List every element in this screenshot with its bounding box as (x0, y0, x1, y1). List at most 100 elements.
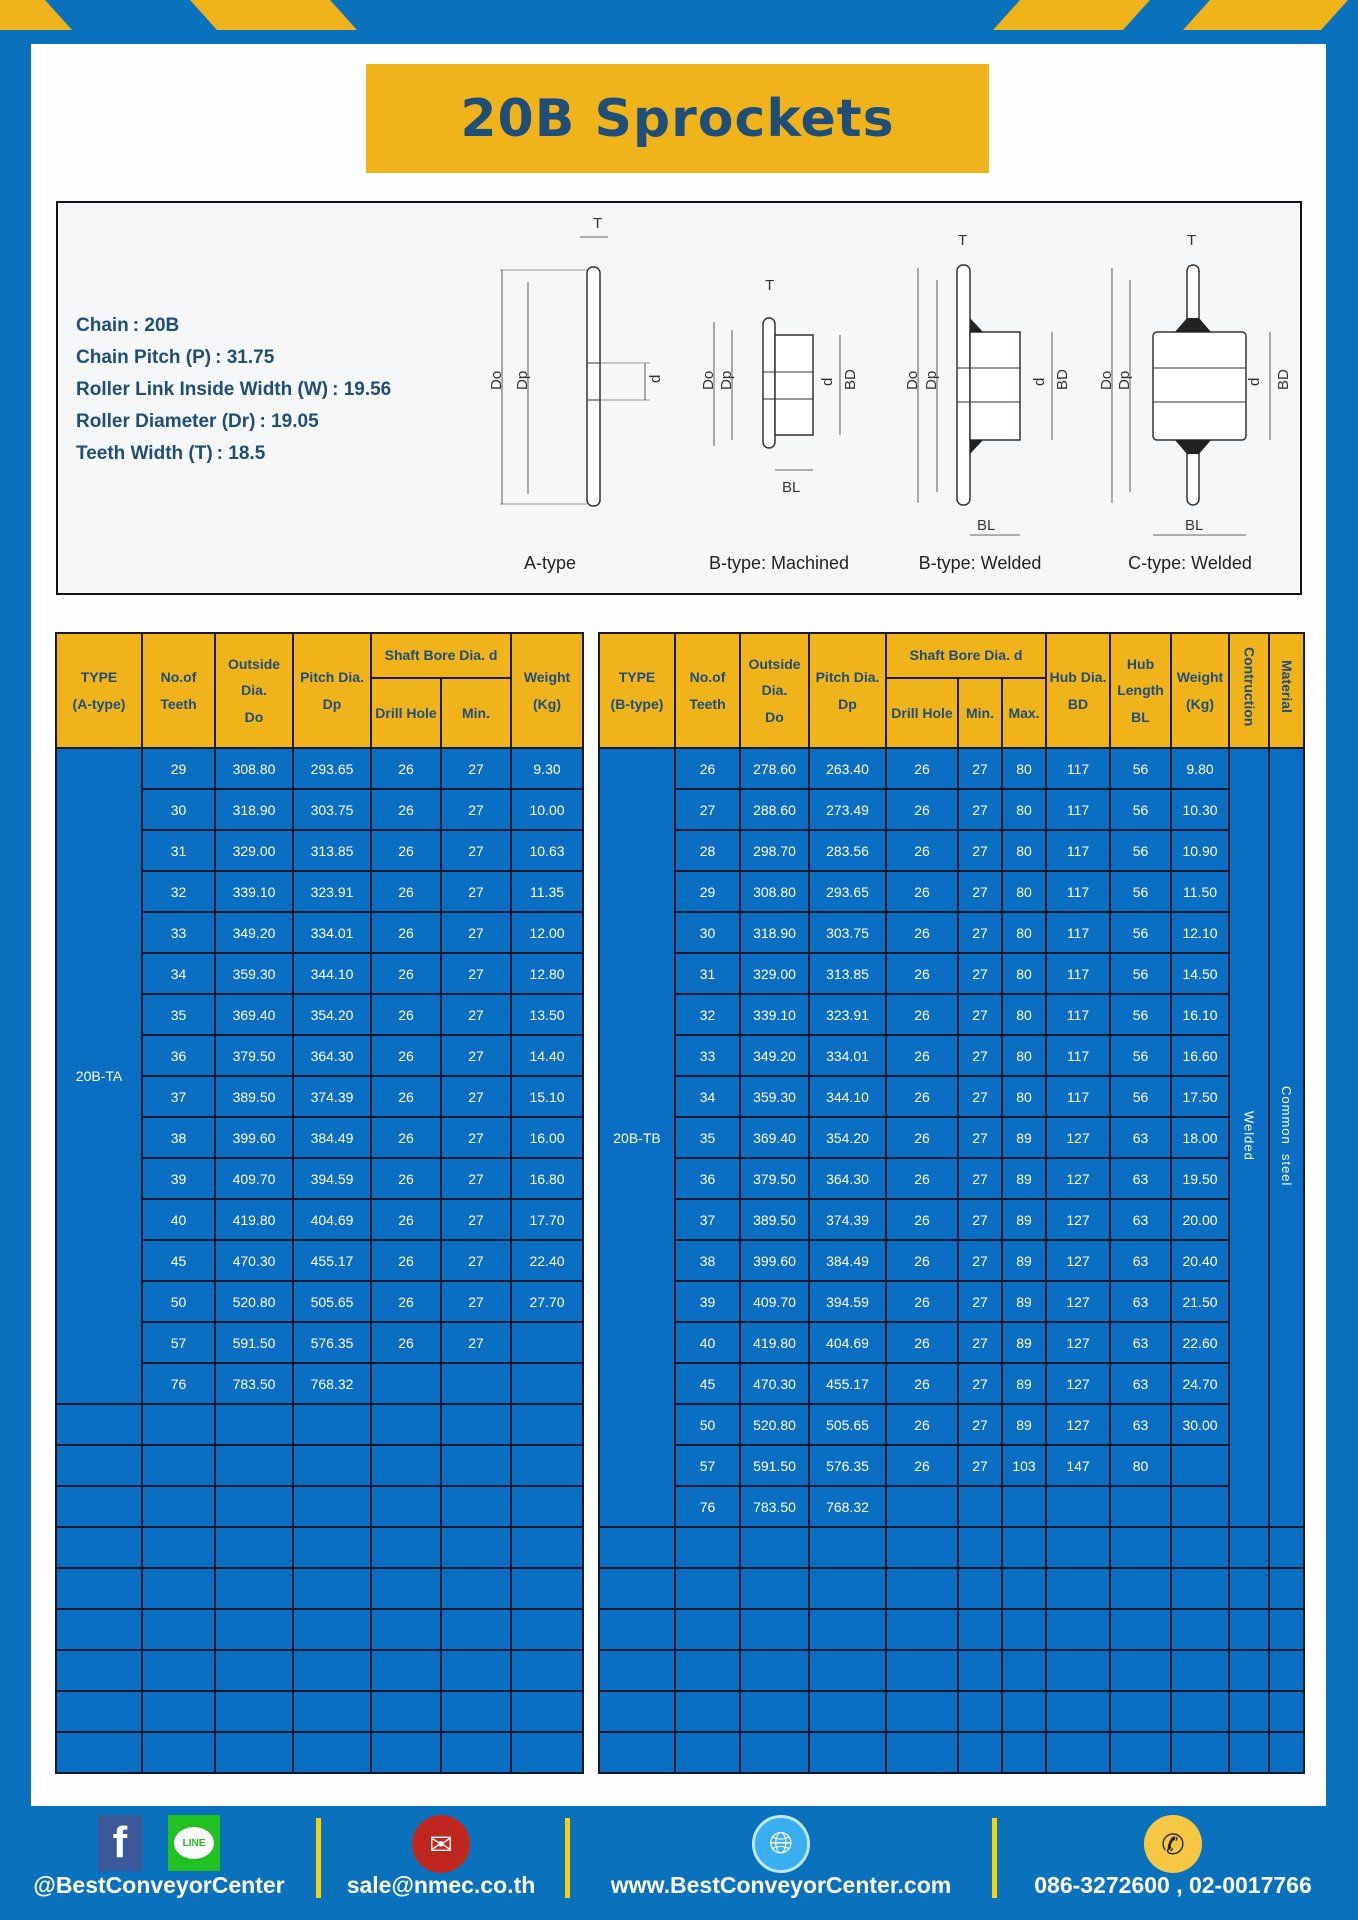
table-cell: 394.59 (808, 1280, 887, 1323)
table-cell (1045, 1690, 1112, 1733)
empty-cell (55, 1649, 143, 1692)
table-cell (1170, 1526, 1231, 1569)
table-cell: 455.17 (808, 1362, 887, 1405)
table-cell (739, 1731, 810, 1774)
divider (565, 1818, 570, 1898)
table-cell: 39 (141, 1157, 216, 1200)
table-cell: 27 (957, 747, 1003, 790)
globe-icon[interactable]: 🌐︎ (752, 1815, 810, 1873)
line-icon[interactable]: LINE (168, 1815, 220, 1871)
email-link[interactable]: sale@nmec.co.th (346, 1872, 536, 1898)
table-cell: 31 (674, 952, 741, 995)
table-cell (808, 1690, 887, 1733)
table-cell: 15.10 (510, 1075, 585, 1118)
table-cell (214, 1403, 294, 1446)
chain-specs: Chain: 20B Chain Pitch (P): 31.75 Roller… (76, 310, 391, 470)
table-cell (739, 1526, 810, 1569)
header-teeth: No.of Teeth (674, 632, 741, 749)
table-cell (1000, 1690, 1048, 1733)
table-cell: 26 (885, 911, 959, 954)
table-cell: 27 (957, 788, 1003, 831)
table-cell (214, 1731, 294, 1774)
divider (992, 1818, 997, 1898)
table-cell (510, 1526, 585, 1569)
social-handle[interactable]: @BestConveyorCenter (33, 1872, 285, 1898)
page-title: 20B Sprockets (460, 88, 895, 149)
phone-numbers[interactable]: 086-3272600 , 02-0017766 (1034, 1872, 1312, 1898)
header-weight: Weight (Kg) (510, 632, 585, 749)
caption-b-type-machined: B-type: Machined (708, 553, 850, 573)
table-cell: 263.40 (808, 747, 887, 790)
table-cell: 505.65 (808, 1403, 887, 1446)
table-cell (439, 1608, 513, 1651)
website-link[interactable]: www.BestConveyorCenter.com (610, 1872, 952, 1898)
table-cell (292, 1567, 372, 1610)
empty-cell (1268, 1608, 1306, 1651)
table-cell (292, 1608, 372, 1651)
table-cell: 384.49 (292, 1116, 372, 1159)
table-cell: 45 (674, 1362, 741, 1405)
table-cell: 379.50 (214, 1034, 294, 1077)
email-icon[interactable]: ✉ (412, 1815, 470, 1873)
table-cell: 56 (1109, 870, 1173, 913)
table-cell: 117 (1045, 952, 1112, 995)
table-cell: 339.10 (214, 870, 294, 913)
sprocket-diagram-panel (56, 201, 1302, 595)
table-cell (674, 1608, 741, 1651)
facebook-icon[interactable]: f (98, 1815, 142, 1871)
table-cell (674, 1526, 741, 1569)
table-cell: 80 (1109, 1444, 1173, 1487)
table-cell: 76 (674, 1485, 741, 1528)
table-cell: 26 (370, 993, 442, 1036)
table-cell: 127 (1045, 1403, 1112, 1446)
header-pitch-dia: Pitch Dia. Dp (808, 632, 887, 749)
table-cell (370, 1567, 442, 1610)
table-cell (214, 1485, 294, 1528)
table-cell: 117 (1045, 993, 1112, 1036)
phone-icon[interactable]: ✆ (1144, 1815, 1202, 1873)
table-cell: 16.10 (1170, 993, 1231, 1036)
empty-cell (55, 1608, 143, 1651)
table-cell: 29 (674, 870, 741, 913)
table-cell: 39 (674, 1280, 741, 1323)
table-cell: 34 (674, 1075, 741, 1118)
table-cell: 17.50 (1170, 1075, 1231, 1118)
table-cell: 313.85 (292, 829, 372, 872)
table-cell: 334.01 (292, 911, 372, 954)
table-cell (674, 1690, 741, 1733)
table-cell: 303.75 (292, 788, 372, 831)
header-min: Min. (439, 677, 513, 749)
table-cell: 45 (141, 1239, 216, 1282)
table-cell (214, 1649, 294, 1692)
table-cell (439, 1649, 513, 1692)
empty-cell (1268, 1567, 1306, 1610)
table-row: 20B-TB 26 278.60 263.40 26 27 80 117 56 9.80 Welde… (598, 747, 1306, 1528)
table-cell (214, 1690, 294, 1733)
table-cell: 17.70 (510, 1198, 585, 1241)
table-row: 37 389.50 374.39 26 27 15.10 (56, 1075, 585, 1118)
empty-cell (1228, 1608, 1271, 1651)
table-cell (439, 1567, 513, 1610)
spec-chain: Chain: 20B (76, 315, 180, 336)
table-cell: 16.60 (1170, 1034, 1231, 1077)
table-row: 33 349.20 334.01 26 27 12.00 (56, 911, 585, 954)
table-cell (1109, 1690, 1173, 1733)
table-row: 40 419.80 404.69 26 27 89 127 63 22.60 (599, 1321, 1304, 1364)
table-cell: 63 (1109, 1321, 1173, 1364)
table-cell: 470.30 (214, 1239, 294, 1282)
table-cell: 26 (370, 747, 442, 790)
table-cell: 56 (1109, 993, 1173, 1036)
table-cell (439, 1690, 513, 1733)
table-cell (292, 1526, 372, 1569)
table-cell: 27 (957, 829, 1003, 872)
table-cell: 26 (370, 1198, 442, 1241)
table-cell: 520.80 (214, 1280, 294, 1323)
table-cell: 470.30 (739, 1362, 810, 1405)
table-row: 40 419.80 404.69 26 27 17.70 (56, 1198, 585, 1241)
table-cell: 127 (1045, 1239, 1112, 1282)
table-cell (1170, 1608, 1231, 1651)
table-cell: 288.60 (739, 788, 810, 831)
table-cell (957, 1690, 1003, 1733)
table-cell: 576.35 (808, 1444, 887, 1487)
table-cell: 369.40 (739, 1116, 810, 1159)
